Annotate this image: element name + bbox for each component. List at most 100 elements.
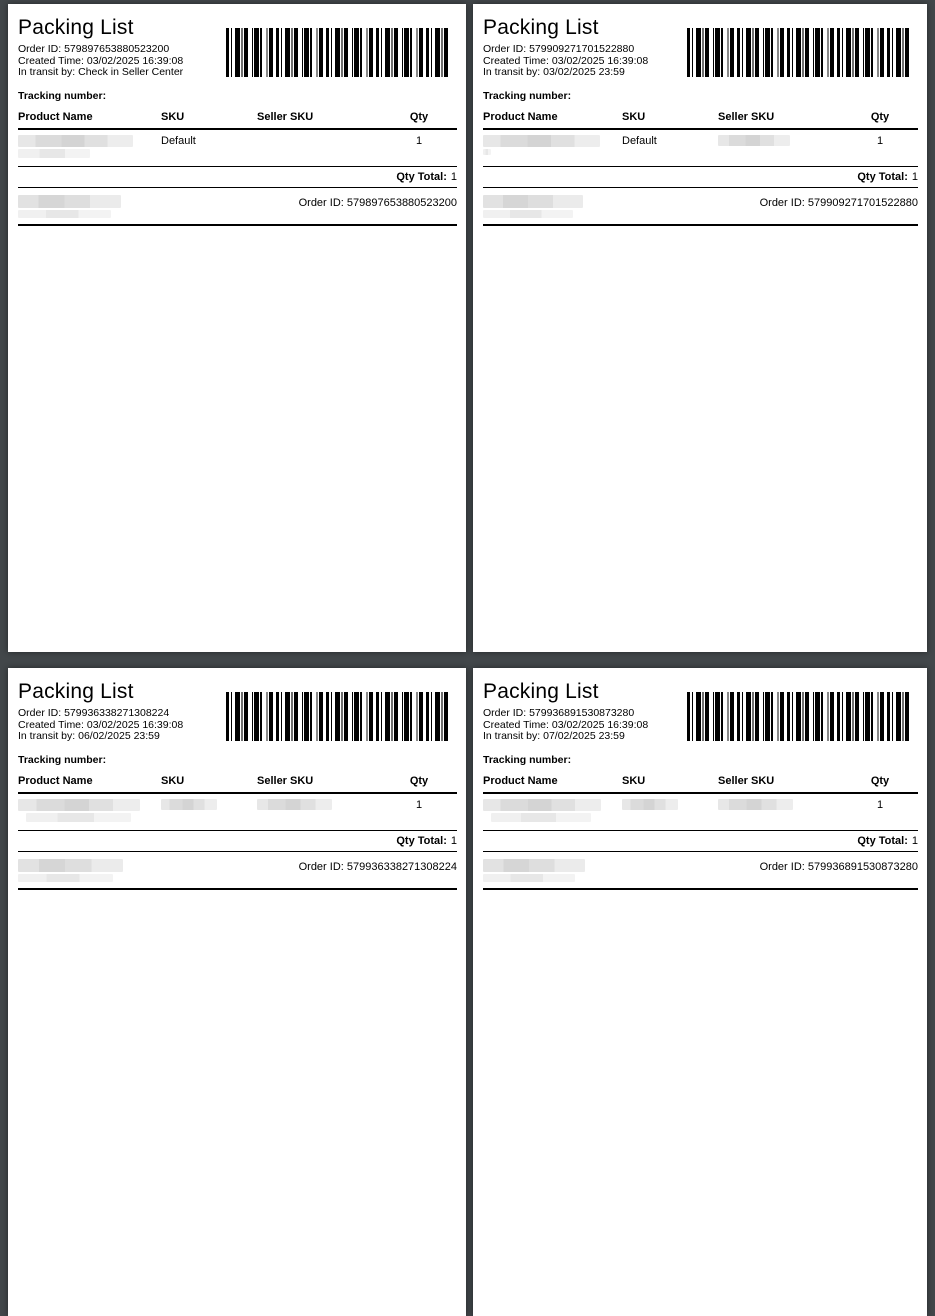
order-meta: Order ID: 579909271701522880 Created Tim… [483, 43, 918, 79]
order-meta: Order ID: 579936338271308224 Created Tim… [18, 707, 457, 743]
tracking-number-label: Tracking number: [18, 753, 107, 766]
column-header-qty: Qty [870, 110, 890, 123]
qty-total-row: Qty Total: 1 [483, 167, 918, 188]
tracking-number-label: Tracking number: [18, 89, 107, 102]
redacted-sku [622, 798, 678, 810]
packing-list-page-4: Packing List Order ID: 57993689153087328… [473, 668, 927, 1316]
table-row: Default 1 [18, 130, 457, 167]
redacted-product-name [18, 798, 140, 811]
column-header-qty: Qty [409, 110, 429, 123]
column-header-seller-sku: Seller SKU [257, 110, 314, 123]
in-transit-line: In transit by: 03/02/2025 23:59 [483, 66, 625, 78]
footer-order-id: Order ID: 579936891530873280 [759, 860, 918, 873]
in-transit-line: In transit by: 06/02/2025 23:59 [18, 730, 160, 742]
table-end-divider [18, 887, 457, 890]
qty-total-value: 1 [911, 834, 918, 847]
redacted-product-name [491, 812, 591, 822]
page-title: Packing List [18, 16, 134, 39]
column-header-product-name: Product Name [483, 774, 558, 787]
product-name-cell [18, 798, 161, 826]
table-end-divider [483, 223, 918, 226]
product-name-cell [18, 134, 161, 162]
redacted-buyer-info [18, 194, 121, 218]
items-table: Product Name SKU Seller SKU Qty 1 [18, 775, 457, 890]
table-row: Default 1 [483, 130, 918, 167]
page-title: Packing List [18, 680, 134, 703]
redacted-product-name [483, 134, 600, 147]
qty-cell: 1 [415, 798, 423, 811]
qty-total-row: Qty Total: 1 [18, 167, 457, 188]
redacted-sku [161, 798, 217, 810]
column-header-qty: Qty [409, 774, 429, 787]
redacted-product-name [483, 148, 491, 155]
redacted-product-name [18, 148, 90, 158]
redacted-line [483, 858, 585, 872]
seller-sku-cell [718, 798, 842, 826]
barcode-icon [687, 28, 913, 77]
qty-cell: 1 [876, 798, 884, 811]
page-title: Packing List [483, 16, 599, 39]
qty-cell: 1 [415, 134, 423, 147]
table-end-divider [483, 887, 918, 890]
in-transit-line: In transit by: 07/02/2025 23:59 [483, 730, 625, 742]
packing-list-page-2: Packing List Order ID: 57990927170152288… [473, 4, 927, 652]
redacted-line [18, 194, 121, 208]
redacted-buyer-info [483, 194, 583, 218]
barcode-icon [687, 692, 913, 741]
footer-row: Order ID: 579936891530873280 [483, 852, 918, 888]
redacted-buyer-info [18, 858, 123, 882]
column-header-qty: Qty [870, 774, 890, 787]
footer-order-id: Order ID: 579897653880523200 [298, 196, 457, 209]
qty-total-label: Qty Total: [857, 834, 908, 847]
created-time-line: Created Time: 03/02/2025 16:39:08 [18, 718, 184, 731]
redacted-product-name [26, 812, 131, 822]
created-time-line: Created Time: 03/02/2025 16:39:08 [18, 54, 184, 67]
table-header-row: Product Name SKU Seller SKU Qty [18, 775, 457, 794]
column-header-product-name: Product Name [18, 110, 93, 123]
created-time-line: Created Time: 03/02/2025 16:39:08 [483, 54, 649, 67]
qty-total-value: 1 [450, 170, 457, 183]
seller-sku-cell [257, 135, 381, 162]
qty-cell: 1 [876, 134, 884, 147]
redacted-seller-sku [257, 798, 332, 810]
qty-total-label: Qty Total: [396, 170, 447, 183]
created-time-line: Created Time: 03/02/2025 16:39:08 [483, 718, 649, 731]
in-transit-line: In transit by: Check in Seller Center [18, 66, 184, 78]
redacted-line [18, 858, 123, 872]
column-header-sku: SKU [161, 774, 185, 787]
footer-order-id: Order ID: 579936338271308224 [298, 860, 457, 873]
column-header-sku: SKU [622, 110, 646, 123]
footer-row: Order ID: 579909271701522880 [483, 188, 918, 224]
order-meta: Order ID: 579897653880523200 Created Tim… [18, 43, 457, 79]
redacted-line [483, 194, 583, 208]
redacted-line [483, 209, 573, 218]
qty-total-label: Qty Total: [396, 834, 447, 847]
redacted-line [18, 873, 113, 882]
product-name-cell [483, 798, 622, 826]
column-header-seller-sku: Seller SKU [718, 774, 775, 787]
packing-list-page-3: Packing List Order ID: 57993633827130822… [8, 668, 466, 1316]
column-header-sku: SKU [622, 774, 646, 787]
items-table: Product Name SKU Seller SKU Qty 1 [483, 775, 918, 890]
column-header-product-name: Product Name [483, 110, 558, 123]
column-header-seller-sku: Seller SKU [257, 774, 314, 787]
items-table: Product Name SKU Seller SKU Qty Default … [483, 111, 918, 226]
redacted-seller-sku [718, 134, 790, 146]
seller-sku-cell [718, 134, 842, 162]
tracking-number-label: Tracking number: [483, 89, 572, 102]
table-row: 1 [483, 794, 918, 831]
packing-list-page-1: Packing List Order ID: 57989765388052320… [8, 4, 466, 652]
sku-cell: Default [161, 134, 196, 147]
redacted-buyer-info [483, 858, 585, 882]
footer-row: Order ID: 579897653880523200 [18, 188, 457, 224]
redacted-line [18, 209, 111, 218]
redacted-line [483, 873, 575, 882]
qty-total-row: Qty Total: 1 [483, 831, 918, 852]
items-table: Product Name SKU Seller SKU Qty Default … [18, 111, 457, 226]
qty-total-row: Qty Total: 1 [18, 831, 457, 852]
qty-total-value: 1 [450, 834, 457, 847]
sku-cell [161, 798, 257, 826]
barcode-icon [226, 692, 452, 741]
column-header-product-name: Product Name [18, 774, 93, 787]
table-header-row: Product Name SKU Seller SKU Qty [483, 775, 918, 794]
